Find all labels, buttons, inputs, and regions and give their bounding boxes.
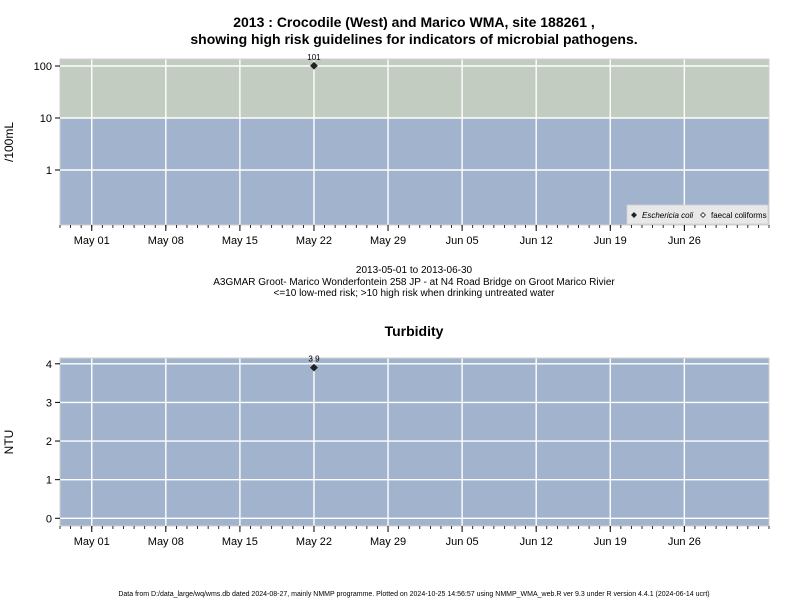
x-tick-label: May 08: [148, 536, 184, 548]
legend-box: [626, 204, 769, 225]
x-tick-label: Jun 12: [520, 536, 553, 548]
x-tick-label: Jun 19: [594, 235, 627, 247]
chart1-plot: 1 10 100 May 01 May 08 May 15 May 22 May 29 Jun …: [34, 53, 770, 247]
legend-marker: [631, 212, 637, 218]
chart1-caption-site: A3GMAR Groot- Marico Wonderfontein 258 J…: [213, 277, 615, 288]
footer-note: Data from D:/data_large/wq/wms.db dated …: [118, 591, 709, 598]
x-tick-label: Jun 19: [594, 536, 627, 548]
y-tick-label: 3: [46, 397, 52, 409]
x-tick-label: May 15: [222, 235, 258, 247]
data-point: [310, 61, 318, 70]
chart1-caption-dates: 2013-05-01 to 2013-06-30: [356, 265, 473, 276]
x-tick-label: Jun 05: [446, 235, 479, 247]
y-tick-label: 1: [46, 165, 52, 177]
x-tick-label: Jun 26: [668, 536, 701, 548]
data-label: 3.9: [308, 355, 320, 364]
x-tick-label: May 29: [370, 536, 406, 548]
y-tick-label: 10: [40, 113, 52, 125]
y-tick-label: 100: [34, 61, 52, 73]
chart1-title-line1: 2013 : Crocodile (West) and Marico WMA, …: [233, 14, 595, 30]
chart2-plot: 0 1 2 3 4 May 01 May 08 May 15 May 22 May 29 Jun 0…: [46, 355, 770, 548]
x-tick-label: May 15: [222, 536, 258, 548]
x-tick-label: May 08: [148, 235, 184, 247]
x-tick-label: Jun 05: [446, 536, 479, 548]
y-tick-label: 0: [46, 513, 52, 525]
chart1-title-line2: showing high risk guidelines for indicat…: [190, 31, 637, 47]
chart1-ylabel: /100mL: [2, 122, 16, 162]
chart2-ylabel: NTU: [2, 430, 16, 455]
risk-band-high: [60, 59, 769, 118]
legend: Eschericia coli faecal coliforms: [626, 204, 769, 225]
legend-label: faecal coliforms: [711, 211, 767, 220]
plot-frame: [59, 58, 770, 226]
x-tick-label: May 29: [370, 235, 406, 247]
data-point: [310, 363, 318, 372]
y-tick-label: 4: [46, 359, 52, 371]
plot-frame: [59, 357, 770, 527]
y-tick-label: 1: [46, 475, 52, 487]
x-tick-label: Jun 12: [520, 235, 553, 247]
x-tick-label: May 01: [74, 536, 110, 548]
x-tick-label: May 01: [74, 235, 110, 247]
x-tick-label: Jun 26: [668, 235, 701, 247]
data-label: 101: [307, 53, 321, 62]
chart1-caption-risk: <=10 low-med risk; >10 high risk when dr…: [274, 288, 556, 299]
risk-band-background: [60, 358, 769, 526]
x-tick-label: May 22: [296, 235, 332, 247]
chart2-title: Turbidity: [385, 323, 444, 339]
y-tick-label: 2: [46, 436, 52, 448]
legend-label: Eschericia coli: [642, 211, 693, 220]
x-tick-label: May 22: [296, 536, 332, 548]
legend-marker: [700, 212, 706, 218]
